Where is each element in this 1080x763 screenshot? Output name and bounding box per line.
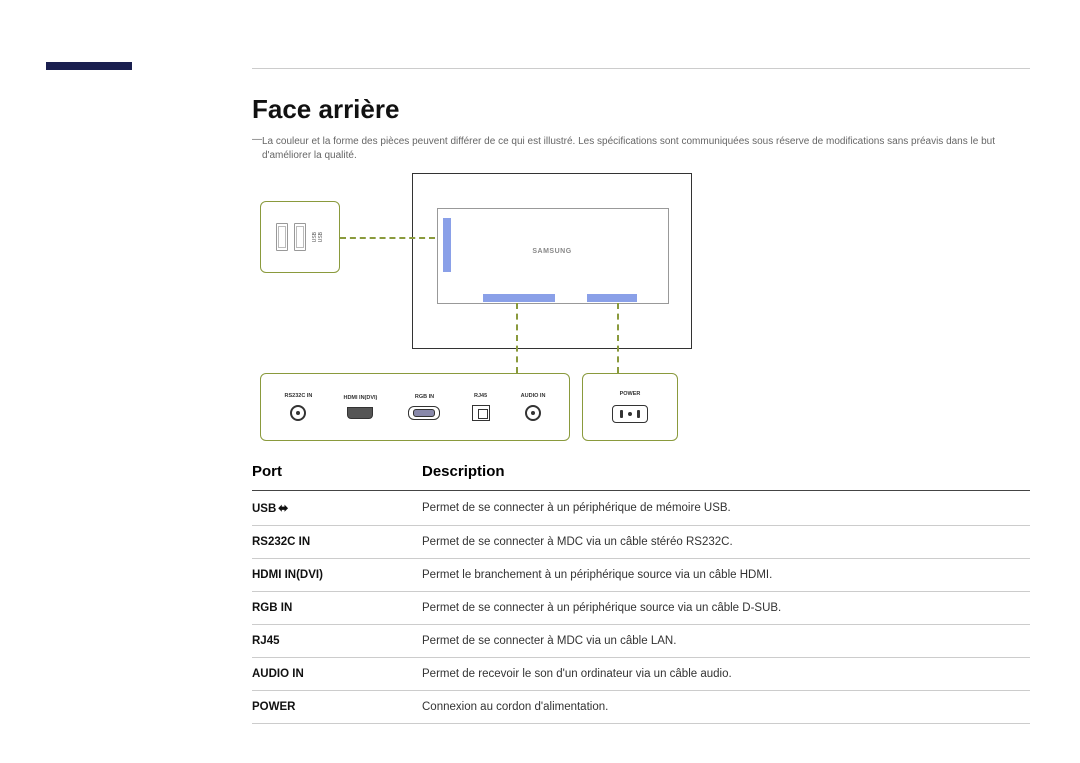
- table-row: RGB INPermet de se connecter à un périph…: [252, 592, 1030, 625]
- port-name-cell: RGB IN: [252, 592, 422, 625]
- port-highlight: [483, 294, 555, 302]
- port-desc-cell: Connexion au cordon d'alimentation.: [422, 691, 1030, 724]
- port-label: POWER: [620, 391, 641, 397]
- ports-table: Port Description USB⬌Permet de se connec…: [252, 455, 1030, 724]
- port-item-rgb: RGB IN: [408, 394, 440, 420]
- table-row: USB⬌Permet de se connecter à un périphér…: [252, 491, 1030, 526]
- table-row: RJ45Permet de se connecter à MDC via un …: [252, 625, 1030, 658]
- port-label: RJ45: [474, 393, 487, 399]
- monitor-inner-panel: [437, 208, 669, 304]
- accent-bar: [46, 62, 132, 70]
- port-item-rj45: RJ45: [472, 393, 490, 421]
- connector-line: [617, 303, 619, 373]
- table-row: POWERConnexion au cordon d'alimentation.: [252, 691, 1030, 724]
- jack-icon: [290, 405, 306, 421]
- port-name-cell: RS232C IN: [252, 526, 422, 559]
- port-name-cell: AUDIO IN: [252, 658, 422, 691]
- port-item-audio: AUDIO IN: [521, 393, 546, 421]
- port-name-cell: HDMI IN(DVI): [252, 559, 422, 592]
- io-ports-callout: RS232C IN HDMI IN(DVI) RGB IN RJ45 AUDIO…: [260, 373, 570, 441]
- table-row: RS232C INPermet de se connecter à MDC vi…: [252, 526, 1030, 559]
- port-desc-cell: Permet de recevoir le son d'un ordinateu…: [422, 658, 1030, 691]
- jack-icon: [525, 405, 541, 421]
- port-label: AUDIO IN: [521, 393, 546, 399]
- usb-port-callout: USB USB: [260, 201, 340, 273]
- power-socket-icon: [612, 405, 648, 423]
- port-desc-cell: Permet de se connecter à MDC via un câbl…: [422, 625, 1030, 658]
- port-highlight: [443, 218, 451, 272]
- th-desc: Description: [422, 455, 1030, 491]
- port-item-hdmi: HDMI IN(DVI): [343, 395, 377, 419]
- page-title: Face arrière: [252, 94, 1030, 125]
- usb-label: USB: [318, 232, 324, 242]
- connector-line: [516, 303, 518, 373]
- usb-port-icon: [276, 223, 288, 251]
- port-name-cell: USB⬌: [252, 491, 422, 526]
- port-desc-cell: Permet de se connecter à MDC via un câbl…: [422, 526, 1030, 559]
- port-label: RGB IN: [415, 394, 434, 400]
- brand-logo: SAMSUNG: [532, 248, 571, 255]
- power-port-callout: POWER: [582, 373, 678, 441]
- port-item-rs232c: RS232C IN: [285, 393, 313, 421]
- usb-labels: USB USB: [312, 232, 324, 242]
- port-desc-cell: Permet de se connecter à un périphérique…: [422, 592, 1030, 625]
- vga-icon: [408, 406, 440, 420]
- port-desc-cell: Permet de se connecter à un périphérique…: [422, 491, 1030, 526]
- th-port: Port: [252, 455, 422, 491]
- usb-icon: ⬌: [278, 501, 288, 515]
- usb-port-icon: [294, 223, 306, 251]
- hdmi-icon: [347, 407, 373, 419]
- port-desc-cell: Permet le branchement à un périphérique …: [422, 559, 1030, 592]
- port-highlight: [587, 294, 637, 302]
- port-label: RS232C IN: [285, 393, 313, 399]
- port-name-cell: POWER: [252, 691, 422, 724]
- ports-table-body: USB⬌Permet de se connecter à un périphér…: [252, 491, 1030, 724]
- table-row: AUDIO INPermet de recevoir le son d'un o…: [252, 658, 1030, 691]
- port-label: HDMI IN(DVI): [343, 395, 377, 401]
- port-name-cell: RJ45: [252, 625, 422, 658]
- disclaimer-note: La couleur et la forme des pièces peuven…: [252, 135, 1030, 163]
- connector-line: [340, 237, 435, 239]
- monitor-rear-frame: SAMSUNG: [412, 173, 692, 349]
- rear-panel-diagram: USB USB SAMSUNG RS232C IN HDMI IN(DVI): [252, 173, 1030, 453]
- top-divider: [252, 68, 1030, 69]
- table-row: HDMI IN(DVI)Permet le branchement à un p…: [252, 559, 1030, 592]
- main-content: Face arrière La couleur et la forme des …: [252, 94, 1030, 724]
- rj45-icon: [472, 405, 490, 421]
